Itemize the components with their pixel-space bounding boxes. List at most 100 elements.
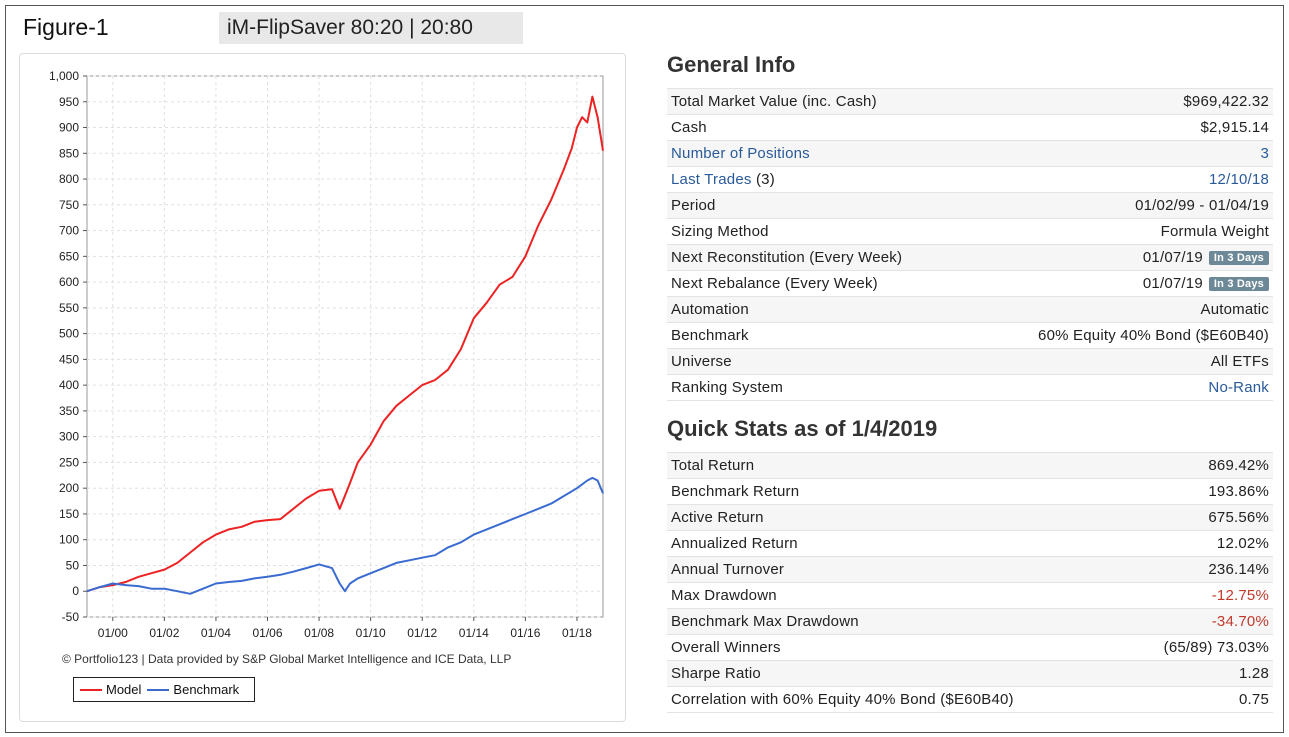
- status-badge: In 3 Days: [1208, 251, 1269, 265]
- stat-label: Correlation with 60% Equity 40% Bond ($E…: [667, 686, 1125, 713]
- info-label: Ranking System: [667, 374, 971, 401]
- last-trades-link[interactable]: Last Trades: [671, 171, 752, 188]
- info-row-benchmark: Benchmark 60% Equity 40% Bond ($E60B40): [667, 322, 1273, 349]
- y-tick-label: 0: [72, 584, 79, 598]
- info-row-period: Period 01/02/99 - 01/04/19: [667, 192, 1273, 219]
- figure-label: Figure-1: [23, 14, 109, 40]
- x-tick-label: 01/16: [510, 626, 540, 640]
- stat-row-correlation: Correlation with 60% Equity 40% Bond ($E…: [667, 686, 1273, 713]
- info-row-next-reconstitution: Next Reconstitution (Every Week) 01/07/1…: [667, 244, 1273, 271]
- y-tick-label: 650: [59, 249, 79, 263]
- x-tick-label: 01/06: [252, 626, 282, 640]
- info-row-next-rebalance: Next Rebalance (Every Week) 01/07/19 In 3…: [667, 270, 1273, 297]
- quick-stats-panel: Quick Stats as of 1/4/2019 Total Return …: [667, 416, 1273, 713]
- positions-count-link[interactable]: 3: [1260, 145, 1269, 162]
- stat-row-annualized-return: Annualized Return 12.02%: [667, 530, 1273, 557]
- stat-value: -12.75%: [1124, 582, 1273, 609]
- legend-swatch-model: [80, 688, 102, 691]
- y-tick-label: 450: [59, 352, 79, 366]
- stat-label: Benchmark Max Drawdown: [667, 608, 1125, 635]
- x-tick-label: 01/04: [201, 626, 231, 640]
- info-label: Universe: [667, 348, 971, 375]
- x-tick-label: 01/02: [149, 626, 179, 640]
- info-value: 01/07/19: [1142, 249, 1203, 266]
- info-label: Next Reconstitution (Every Week): [667, 244, 971, 271]
- y-tick-label: 400: [59, 378, 79, 392]
- stat-row-active-return: Active Return 675.56%: [667, 504, 1273, 531]
- info-value: Automatic: [970, 296, 1273, 323]
- y-tick-label: 100: [59, 533, 79, 547]
- number-of-positions-link[interactable]: Number of Positions: [671, 145, 810, 162]
- stat-value: 869.42%: [1124, 452, 1273, 479]
- y-tick-label: 250: [59, 455, 79, 469]
- info-label: Benchmark: [667, 322, 971, 349]
- info-row-universe: Universe All ETFs: [667, 348, 1273, 375]
- info-row-cash: Cash $2,915.14: [667, 114, 1273, 141]
- status-badge: In 3 Days: [1208, 277, 1269, 291]
- y-tick-label: 550: [59, 301, 79, 315]
- info-label: Next Rebalance (Every Week): [667, 270, 971, 297]
- info-value: $2,915.14: [970, 114, 1273, 141]
- y-tick-label: 50: [66, 558, 80, 572]
- legend-swatch-benchmark: [147, 688, 170, 691]
- quick-stats-title: Quick Stats as of 1/4/2019: [667, 416, 938, 441]
- legend-item-benchmark: Benchmark: [147, 682, 239, 697]
- stat-value: 0.75: [1124, 686, 1273, 713]
- stat-row-benchmark-return: Benchmark Return 193.86%: [667, 478, 1273, 505]
- chart-card: -50 0 50 100 150 200 250 300 350 400 450 500 550 600 6…: [19, 53, 626, 722]
- figure-title: iM-FlipSaver 80:20 | 20:80: [219, 12, 523, 44]
- info-value: All ETFs: [970, 348, 1273, 375]
- info-value: $969,422.32: [970, 88, 1273, 115]
- info-label: Total Market Value (inc. Cash): [667, 88, 971, 115]
- general-info-table: Total Market Value (inc. Cash) $969,422.…: [667, 88, 1273, 401]
- info-row-ranking-system: Ranking System No-Rank: [667, 374, 1273, 401]
- y-tick-label: 200: [59, 481, 79, 495]
- benchmark-series-line: [86, 476, 604, 595]
- model-series-line: [86, 95, 604, 593]
- y-tick-label: 950: [59, 95, 79, 109]
- stat-row-max-drawdown: Max Drawdown -12.75%: [667, 582, 1273, 609]
- info-row-total-market-value: Total Market Value (inc. Cash) $969,422.…: [667, 88, 1273, 115]
- figure-frame: [5, 5, 1284, 733]
- line-chart: -50 0 50 100 150 200 250 300 350 400 450 500 550 600 6…: [49, 69, 604, 640]
- last-trades-date-link[interactable]: 12/10/18: [1209, 171, 1269, 188]
- info-label: Period: [667, 192, 971, 219]
- stat-label: Total Return: [667, 452, 1125, 479]
- info-row-automation: Automation Automatic: [667, 296, 1273, 323]
- stat-label: Annualized Return: [667, 530, 1125, 557]
- info-row-last-trades: Last Trades (3) 12/10/18: [667, 166, 1273, 193]
- x-tick-label: 01/00: [98, 626, 128, 640]
- last-trades-count: (3): [755, 171, 775, 188]
- stat-value: -34.70%: [1124, 608, 1273, 635]
- y-tick-label: 500: [59, 327, 79, 341]
- legend-label-benchmark: Benchmark: [173, 682, 240, 697]
- y-tick-label: 150: [59, 507, 79, 521]
- x-tick-label: 01/18: [562, 626, 592, 640]
- x-tick-label: 01/14: [459, 626, 489, 640]
- stat-value: 675.56%: [1124, 504, 1273, 531]
- info-label: Cash: [667, 114, 971, 141]
- stat-row-annual-turnover: Annual Turnover 236.14%: [667, 556, 1273, 583]
- legend-item-model: Model: [80, 682, 141, 697]
- general-info-title: General Info: [667, 52, 796, 77]
- y-tick-label: 750: [59, 198, 79, 212]
- stat-value: 236.14%: [1124, 556, 1273, 583]
- chart-credit: © Portfolio123 | Data provided by S&P Gl…: [62, 652, 512, 666]
- y-tick-label: -50: [62, 610, 80, 624]
- stat-row-overall-winners: Overall Winners (65/89) 73.03%: [667, 634, 1273, 661]
- stat-row-total-return: Total Return 869.42%: [667, 452, 1273, 479]
- legend-label-model: Model: [106, 682, 142, 697]
- info-row-sizing-method: Sizing Method Formula Weight: [667, 218, 1273, 245]
- stat-row-sharpe-ratio: Sharpe Ratio 1.28: [667, 660, 1273, 687]
- y-tick-label: 800: [59, 172, 79, 186]
- info-value: 01/02/99 - 01/04/19: [970, 192, 1273, 219]
- y-tick-label: 300: [59, 430, 79, 444]
- quick-stats-table: Total Return 869.42% Benchmark Return 19…: [667, 452, 1273, 713]
- y-tick-label: 850: [59, 146, 79, 160]
- stat-label: Active Return: [667, 504, 1125, 531]
- x-tick-label: 01/12: [407, 626, 437, 640]
- y-tick-label: 700: [59, 224, 79, 238]
- ranking-system-link[interactable]: No-Rank: [1208, 379, 1269, 396]
- stat-value: (65/89) 73.03%: [1124, 634, 1273, 661]
- stat-value: 1.28: [1124, 660, 1273, 687]
